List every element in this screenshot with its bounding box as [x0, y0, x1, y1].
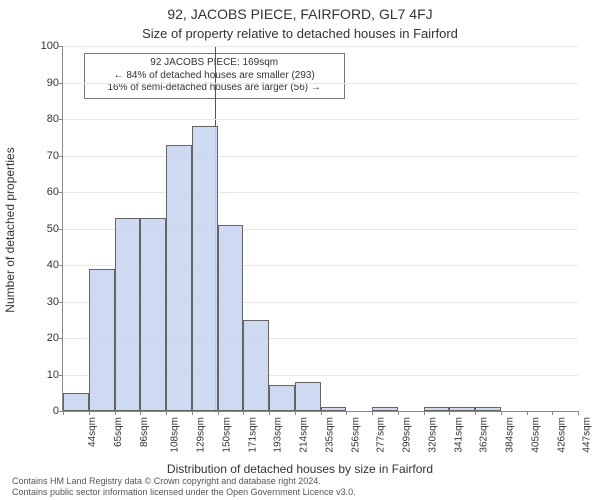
xtick-label: 299sqm	[402, 417, 413, 453]
xtick-label: 362sqm	[479, 417, 490, 453]
xtick-mark	[140, 411, 141, 415]
grid-line	[63, 46, 578, 47]
xtick-mark	[295, 411, 296, 415]
xtick-mark	[552, 411, 553, 415]
ytick-label: 100	[41, 40, 59, 52]
x-axis-label: Distribution of detached houses by size …	[0, 462, 600, 476]
ytick-label: 90	[47, 77, 59, 89]
ytick-label: 0	[53, 405, 59, 417]
xtick-label: 214sqm	[299, 417, 310, 453]
xtick-label: 65sqm	[113, 417, 124, 447]
xtick-label: 150sqm	[221, 417, 232, 453]
xtick-label: 256sqm	[350, 417, 361, 453]
histogram-bar	[295, 382, 321, 411]
xtick-label: 171sqm	[247, 417, 258, 453]
xtick-mark	[321, 411, 322, 415]
xtick-mark	[243, 411, 244, 415]
histogram-bar	[372, 407, 398, 411]
histogram-bar	[166, 145, 192, 411]
histogram-bar	[218, 225, 244, 411]
xtick-mark	[578, 411, 579, 415]
xtick-label: 193sqm	[273, 417, 284, 453]
chart-title: 92, JACOBS PIECE, FAIRFORD, GL7 4FJ	[0, 6, 600, 22]
plot-area: 92 JACOBS PIECE: 169sqm ← 84% of detache…	[62, 46, 578, 412]
grid-line	[63, 192, 578, 193]
histogram-bar	[269, 385, 295, 411]
ytick-mark	[59, 119, 63, 120]
xtick-mark	[346, 411, 347, 415]
xtick-label: 341sqm	[453, 417, 464, 453]
ytick-mark	[59, 46, 63, 47]
ytick-mark	[59, 265, 63, 266]
histogram-bar	[321, 407, 347, 411]
footer-text: Contains HM Land Registry data © Crown c…	[12, 476, 356, 498]
xtick-mark	[166, 411, 167, 415]
ytick-label: 20	[47, 332, 59, 344]
xtick-label: 447sqm	[582, 417, 593, 453]
xtick-label: 235sqm	[324, 417, 335, 453]
ytick-label: 50	[47, 223, 59, 235]
ytick-mark	[59, 302, 63, 303]
ytick-label: 60	[47, 186, 59, 198]
xtick-mark	[501, 411, 502, 415]
histogram-bar	[140, 218, 166, 411]
xtick-label: 108sqm	[170, 417, 181, 453]
xtick-label: 44sqm	[87, 417, 98, 447]
xtick-mark	[89, 411, 90, 415]
ytick-mark	[59, 192, 63, 193]
xtick-mark	[449, 411, 450, 415]
chart-container: 92, JACOBS PIECE, FAIRFORD, GL7 4FJ Size…	[0, 0, 600, 500]
ytick-label: 10	[47, 369, 59, 381]
grid-line	[63, 83, 578, 84]
histogram-bar	[192, 126, 218, 411]
xtick-mark	[527, 411, 528, 415]
xtick-mark	[475, 411, 476, 415]
xtick-label: 129sqm	[196, 417, 207, 453]
y-axis-label: Number of detached properties	[3, 147, 17, 312]
ytick-mark	[59, 156, 63, 157]
histogram-bar	[449, 407, 475, 411]
grid-line	[63, 156, 578, 157]
xtick-mark	[372, 411, 373, 415]
ytick-mark	[59, 375, 63, 376]
xtick-mark	[424, 411, 425, 415]
xtick-mark	[218, 411, 219, 415]
histogram-bar	[89, 269, 115, 411]
xtick-label: 277sqm	[376, 417, 387, 453]
histogram-bar	[243, 320, 269, 411]
ytick-mark	[59, 83, 63, 84]
footer-line-1: Contains HM Land Registry data © Crown c…	[12, 476, 356, 487]
ytick-mark	[59, 229, 63, 230]
ytick-label: 30	[47, 296, 59, 308]
xtick-label: 320sqm	[427, 417, 438, 453]
ytick-label: 70	[47, 150, 59, 162]
ytick-mark	[59, 338, 63, 339]
xtick-mark	[115, 411, 116, 415]
xtick-mark	[269, 411, 270, 415]
footer-line-2: Contains public sector information licen…	[12, 487, 356, 498]
xtick-mark	[63, 411, 64, 415]
xtick-label: 384sqm	[505, 417, 516, 453]
xtick-label: 426sqm	[556, 417, 567, 453]
xtick-mark	[398, 411, 399, 415]
histogram-bar	[424, 407, 450, 411]
xtick-label: 86sqm	[139, 417, 150, 447]
histogram-bar	[475, 407, 501, 411]
histogram-bar	[63, 393, 89, 411]
grid-line	[63, 119, 578, 120]
histogram-bar	[115, 218, 141, 411]
ytick-label: 80	[47, 113, 59, 125]
xtick-label: 405sqm	[530, 417, 541, 453]
ytick-label: 40	[47, 259, 59, 271]
xtick-mark	[192, 411, 193, 415]
chart-subtitle: Size of property relative to detached ho…	[0, 26, 600, 41]
